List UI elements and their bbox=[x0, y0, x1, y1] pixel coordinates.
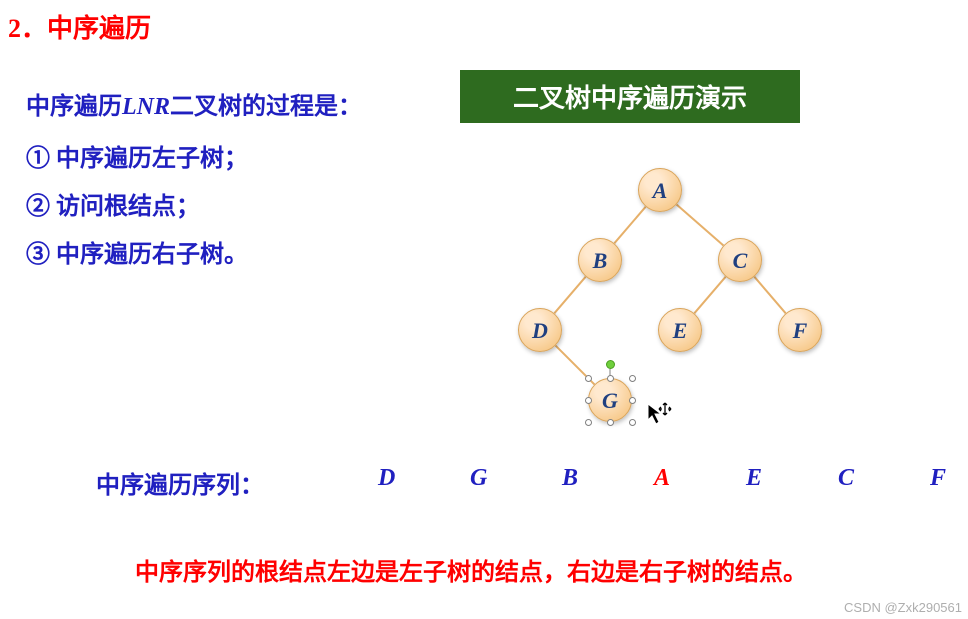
process-step-2: ② 访问根结点； bbox=[26, 186, 200, 221]
rotation-handle[interactable] bbox=[606, 360, 615, 369]
conclusion: 中序序列的根结点左边是左子树的结点，右边是右子树的结点。 bbox=[135, 552, 807, 587]
tree-edge bbox=[694, 277, 725, 314]
sequence-item-C: C bbox=[838, 465, 854, 492]
tree-edge bbox=[554, 277, 585, 314]
process-header-suffix: 二叉树的过程是： bbox=[170, 94, 362, 120]
sequence-item-B: B bbox=[562, 465, 578, 492]
tree-diagram: AB C D E F G bbox=[480, 160, 910, 440]
process-step-1: ① 中序遍历左子树； bbox=[26, 138, 248, 173]
selection-handle[interactable] bbox=[629, 419, 636, 426]
sequence-item-G: G bbox=[470, 465, 487, 492]
tree-node-E[interactable]: E bbox=[658, 308, 702, 352]
process-header-italic: LNR bbox=[122, 94, 170, 120]
demo-banner: 二叉树中序遍历演示 bbox=[460, 70, 800, 123]
sequence-item-F: F bbox=[930, 465, 946, 492]
tree-node-C[interactable]: C bbox=[718, 238, 762, 282]
tree-node-A[interactable]: A bbox=[638, 168, 682, 212]
selection-handle[interactable] bbox=[607, 419, 614, 426]
sequence-item-E: E bbox=[746, 465, 762, 492]
process-header-prefix: 中序遍历 bbox=[26, 94, 122, 120]
watermark: CSDN @Zxk290561 bbox=[844, 600, 962, 615]
selection-handle[interactable] bbox=[607, 375, 614, 382]
tree-edge bbox=[754, 277, 785, 314]
tree-node-G[interactable]: G bbox=[588, 378, 632, 422]
tree-node-F[interactable]: F bbox=[778, 308, 822, 352]
tree-edges bbox=[480, 160, 910, 440]
selection-handle[interactable] bbox=[629, 375, 636, 382]
selection-handle[interactable] bbox=[585, 419, 592, 426]
tree-edge bbox=[677, 204, 724, 245]
selection-handle[interactable] bbox=[585, 375, 592, 382]
selection-handle[interactable] bbox=[585, 397, 592, 404]
sequence-item-A: A bbox=[654, 465, 670, 492]
sequence-label: 中序遍历序列： bbox=[96, 465, 264, 500]
process-step-3: ③ 中序遍历右子树。 bbox=[26, 234, 248, 269]
tree-edge bbox=[614, 207, 645, 244]
process-header: 中序遍历LNR二叉树的过程是： bbox=[26, 86, 362, 121]
tree-node-D[interactable]: D bbox=[518, 308, 562, 352]
selection-handle[interactable] bbox=[629, 397, 636, 404]
page-title: 2．中序遍历 bbox=[8, 8, 151, 45]
sequence-item-D: D bbox=[378, 465, 395, 492]
tree-node-B[interactable]: B bbox=[578, 238, 622, 282]
